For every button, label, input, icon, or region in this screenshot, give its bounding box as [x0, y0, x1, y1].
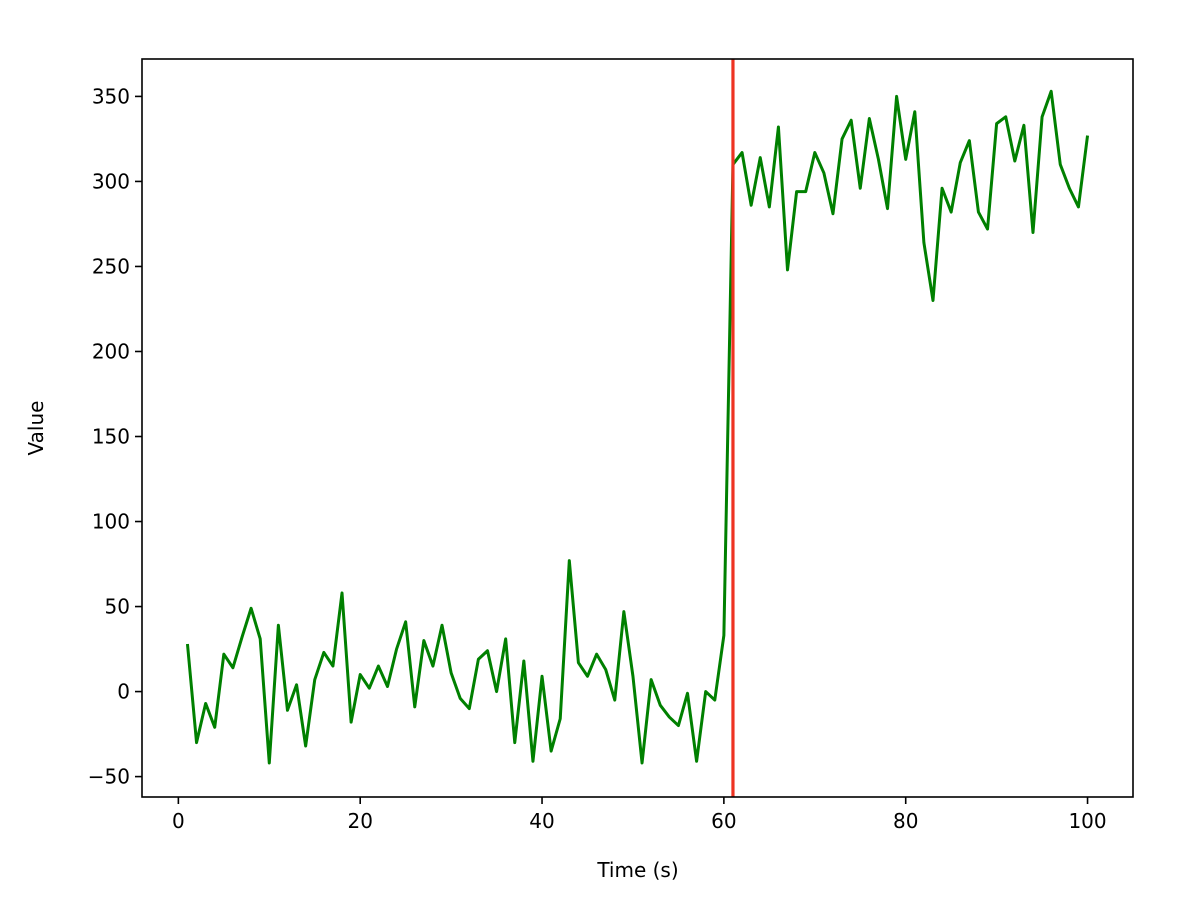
y-tick-label: 300 — [92, 169, 130, 193]
plot-content — [185, 59, 1090, 797]
x-tick-label: 0 — [172, 809, 185, 833]
series-line-1 — [185, 89, 1090, 765]
y-tick-label: 50 — [105, 595, 130, 619]
y-tick-label: −50 — [88, 765, 130, 789]
x-tick-label: 20 — [347, 809, 372, 833]
y-tick-label: 200 — [92, 339, 130, 363]
x-tick-label: 60 — [711, 809, 736, 833]
x-tick-label: 100 — [1068, 809, 1106, 833]
y-tick-label: 250 — [92, 254, 130, 278]
y-tick-label: 0 — [117, 680, 130, 704]
y-tick-label: 350 — [92, 84, 130, 108]
y-axis-ticks: −50 0 50 100 150 200 250 300 350 — [88, 84, 142, 789]
x-tick-label: 80 — [893, 809, 918, 833]
x-axis-label: Time (s) — [596, 858, 678, 882]
y-tick-label: 100 — [92, 510, 130, 534]
x-axis-ticks: 0 20 40 60 80 100 — [172, 797, 1107, 833]
plot-frame — [141, 58, 1134, 798]
y-tick-label: 150 — [92, 425, 130, 449]
x-tick-label: 40 — [529, 809, 554, 833]
y-axis-label: Value — [24, 401, 48, 456]
